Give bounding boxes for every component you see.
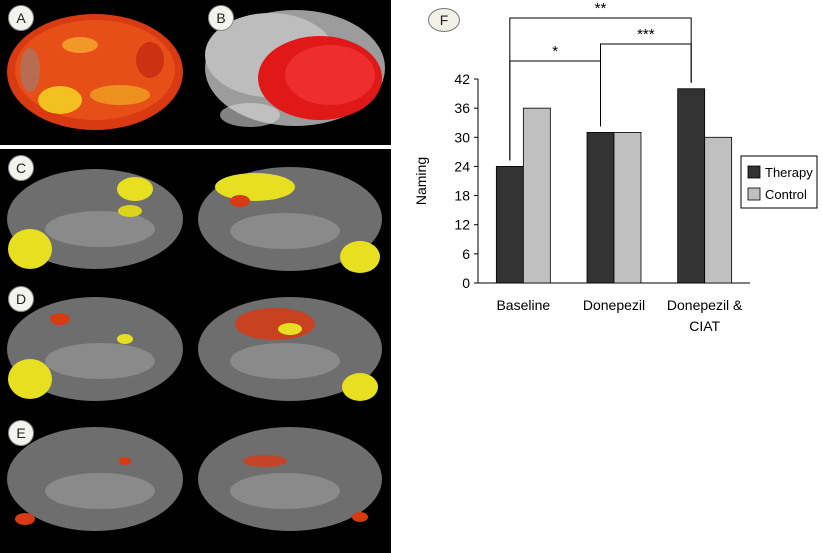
x-category-label: Baseline <box>496 297 550 313</box>
panel-e-label: E <box>8 420 34 446</box>
bar-control-2 <box>704 136 733 284</box>
significance-marker: ** <box>595 0 607 17</box>
y-tick-label: 18 <box>454 188 470 204</box>
panel-f-label: F <box>428 8 460 32</box>
significance-bracket <box>600 43 692 127</box>
bar-therapy-1 <box>586 132 615 284</box>
brain-a-image <box>7 14 183 130</box>
brain-renders-panel: A B <box>0 0 391 145</box>
legend-label-control: Control <box>765 187 807 202</box>
significance-marker: *** <box>637 26 655 43</box>
surface-c-left <box>7 169 183 269</box>
naming-bar-chart-panel: F 0 6 12 18 24 30 36 42 Naming Baseline Donepezil D… <box>392 0 822 553</box>
panel-a-label: A <box>8 5 34 31</box>
surface-e-left <box>7 427 183 531</box>
y-axis-label: Naming <box>413 157 429 205</box>
y-tick-label: 12 <box>454 217 470 233</box>
legend-label-therapy: Therapy <box>765 165 813 180</box>
bar-therapy-0 <box>495 166 524 284</box>
y-tick-label: 6 <box>462 246 470 262</box>
significance-marker: * <box>552 43 558 60</box>
brain-renders-image <box>7 10 385 130</box>
y-tick-label: 24 <box>454 158 470 174</box>
surface-e-right <box>198 427 382 531</box>
y-tick-label: 0 <box>462 275 470 291</box>
bar-therapy-2 <box>677 88 706 284</box>
bar-control-1 <box>613 132 642 284</box>
x-category-label: Donepezil <box>583 297 645 313</box>
surface-d-left <box>7 297 183 401</box>
y-tick-label: 30 <box>454 129 470 145</box>
panel-c-label: C <box>8 155 34 181</box>
cortical-surfaces-image <box>7 167 382 531</box>
panel-d-label: D <box>8 286 34 312</box>
naming-bar-chart: 0 6 12 18 24 30 36 42 Naming Baseline Donepezil Don… <box>413 0 818 334</box>
x-category-label: CIAT <box>689 318 720 334</box>
y-tick-label: 36 <box>454 100 470 116</box>
surface-d-right <box>198 297 382 401</box>
cortical-surfaces-panel: C D E <box>0 149 391 553</box>
surface-c-right <box>198 167 382 273</box>
legend-swatch-control <box>747 187 761 201</box>
y-tick-label: 42 <box>454 71 470 87</box>
brain-b-image <box>205 10 385 127</box>
bar-control-0 <box>522 107 551 284</box>
legend-swatch-therapy <box>747 165 761 179</box>
panel-b-label: B <box>208 5 234 31</box>
x-category-label: Donepezil & <box>667 297 743 313</box>
